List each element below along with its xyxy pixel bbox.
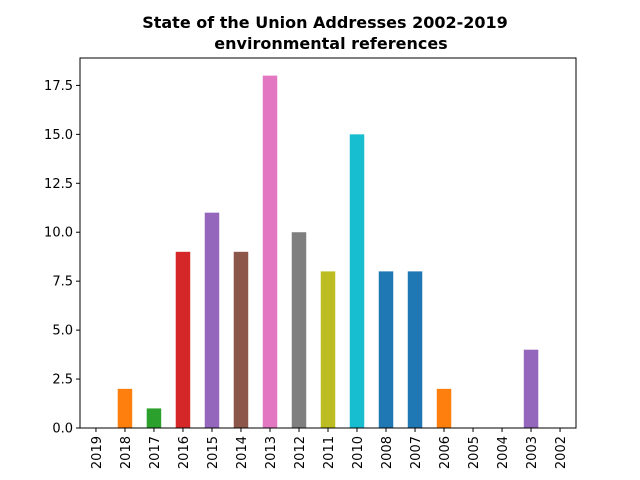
bar-2003	[523, 349, 539, 428]
x-tick-label-2004: 2004	[496, 436, 511, 469]
bars-group	[117, 75, 539, 429]
bar-2017	[146, 408, 162, 428]
bar-2008	[378, 271, 394, 428]
bar-2018	[117, 388, 133, 428]
bar-2010	[349, 134, 365, 428]
x-tick-label-2006: 2006	[438, 436, 453, 469]
y-tick-label-0.0: 0.0	[52, 422, 73, 437]
bar-2014	[233, 251, 249, 428]
x-tick-label-2012: 2012	[293, 436, 308, 469]
y-tick-label-12.5: 12.5	[44, 177, 73, 192]
bar-2012	[291, 232, 307, 428]
y-tick-label-17.5: 17.5	[44, 79, 73, 94]
plot-frame	[79, 57, 577, 429]
x-tick-label-2018: 2018	[119, 436, 134, 469]
x-tick-label-2003: 2003	[525, 436, 540, 469]
x-tick-label-2017: 2017	[148, 436, 163, 469]
chart-title-line-1: State of the Union Addresses 2002-2019	[142, 13, 508, 32]
x-tick-label-2007: 2007	[409, 436, 424, 469]
y-tick-label-10.0: 10.0	[44, 226, 73, 241]
x-tick-label-2005: 2005	[467, 436, 482, 469]
bar-2015	[204, 212, 220, 428]
bar-2011	[320, 271, 336, 428]
y-tick-label-2.5: 2.5	[52, 373, 73, 388]
y-axis: 0.0 2.5 5.0 7.5 10.0 12.5 15.0 17.5	[44, 79, 80, 437]
bar-2006	[436, 388, 452, 428]
bar-2016	[175, 251, 191, 428]
x-tick-label-2013: 2013	[264, 436, 279, 469]
x-tick-label-2016: 2016	[177, 436, 192, 469]
y-tick-label-15.0: 15.0	[44, 128, 73, 143]
x-tick-label-2002: 2002	[554, 436, 569, 469]
x-tick-label-2019: 2019	[90, 436, 105, 469]
y-tick-label-5.0: 5.0	[52, 324, 73, 339]
x-tick-label-2014: 2014	[235, 436, 250, 469]
x-tick-label-2010: 2010	[351, 436, 366, 469]
x-axis: 2019 2018 2017 2016 2015 2014 2013 2012 2011 2010…	[90, 428, 569, 469]
x-tick-label-2015: 2015	[206, 436, 221, 469]
bar-2007	[407, 271, 423, 428]
bar-2013	[262, 75, 278, 429]
x-tick-label-2008: 2008	[380, 436, 395, 469]
y-tick-label-7.5: 7.5	[52, 275, 73, 290]
chart-title-line-2: environmental references	[214, 34, 447, 53]
x-tick-label-2011: 2011	[322, 436, 337, 469]
